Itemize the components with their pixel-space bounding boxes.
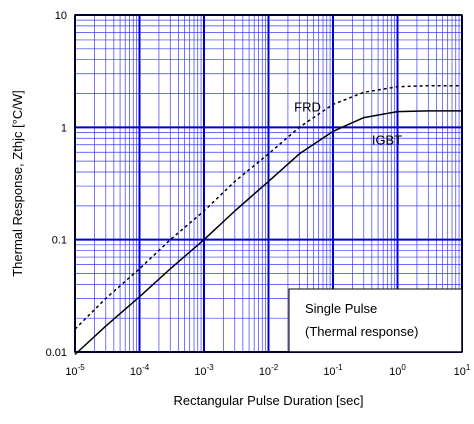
y-tick-label: 1 [61, 122, 67, 134]
legend-line-2: (Thermal response) [305, 324, 418, 339]
x-axis-label: Rectangular Pulse Duration [sec] [173, 393, 363, 408]
x-tick-label: 100 [389, 363, 406, 378]
y-tick-label: 10 [55, 10, 67, 22]
x-tick-label: 10-1 [323, 363, 343, 378]
x-tick-label: 10-3 [194, 363, 214, 378]
y-axis-label: Thermal Response, Zthjc [°C/W] [10, 90, 25, 277]
series-labels: FRD IGBT [294, 100, 402, 148]
curves [74, 84, 462, 356]
x-tick-label: 10-2 [259, 363, 279, 378]
y-tick-label: 0.01 [46, 347, 67, 359]
series-label-frd: FRD [294, 100, 321, 115]
y-tick-labels: 0.01 0.1 1 10 [46, 10, 67, 359]
legend-box [288, 288, 463, 353]
plot-frame [74, 14, 463, 353]
series-igbt-line [74, 110, 462, 356]
x-tick-labels: 10-5 10-4 10-3 10-2 10-1 100 101 [65, 363, 471, 378]
series-frd-line [74, 84, 462, 330]
x-tick-label: 101 [454, 363, 471, 378]
series-label-igbt: IGBT [372, 133, 402, 148]
x-tick-label: 10-4 [130, 363, 150, 378]
y-tick-label: 0.1 [52, 235, 67, 247]
legend-line-1: Single Pulse [305, 301, 377, 316]
x-tick-label: 10-5 [65, 363, 85, 378]
